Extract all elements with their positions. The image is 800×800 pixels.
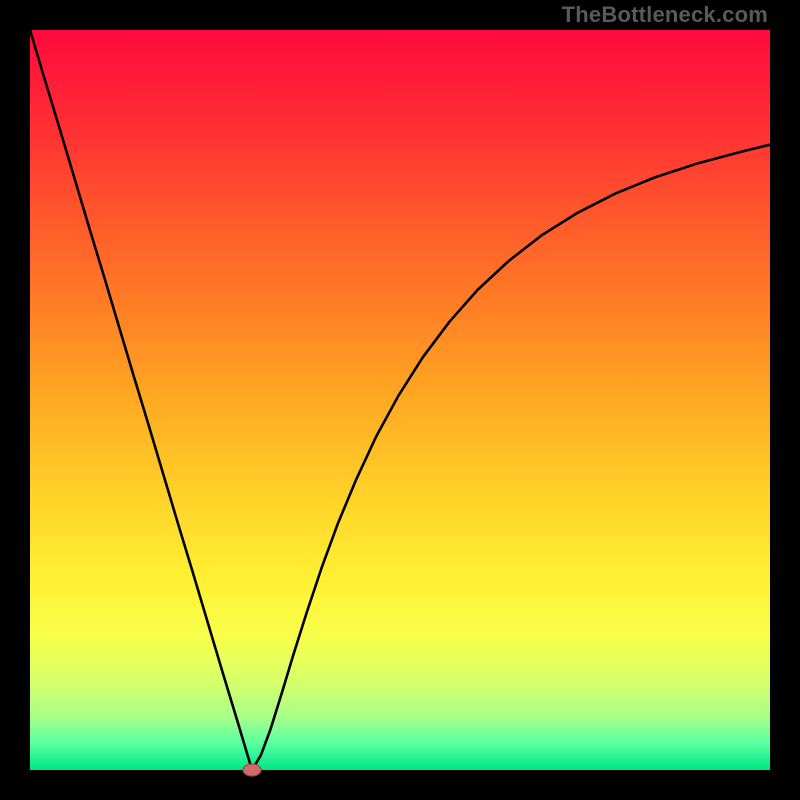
chart-container: TheBottleneck.com	[0, 0, 800, 800]
chart-svg	[0, 0, 800, 800]
watermark-text: TheBottleneck.com	[562, 2, 768, 28]
minimum-marker	[243, 764, 261, 776]
